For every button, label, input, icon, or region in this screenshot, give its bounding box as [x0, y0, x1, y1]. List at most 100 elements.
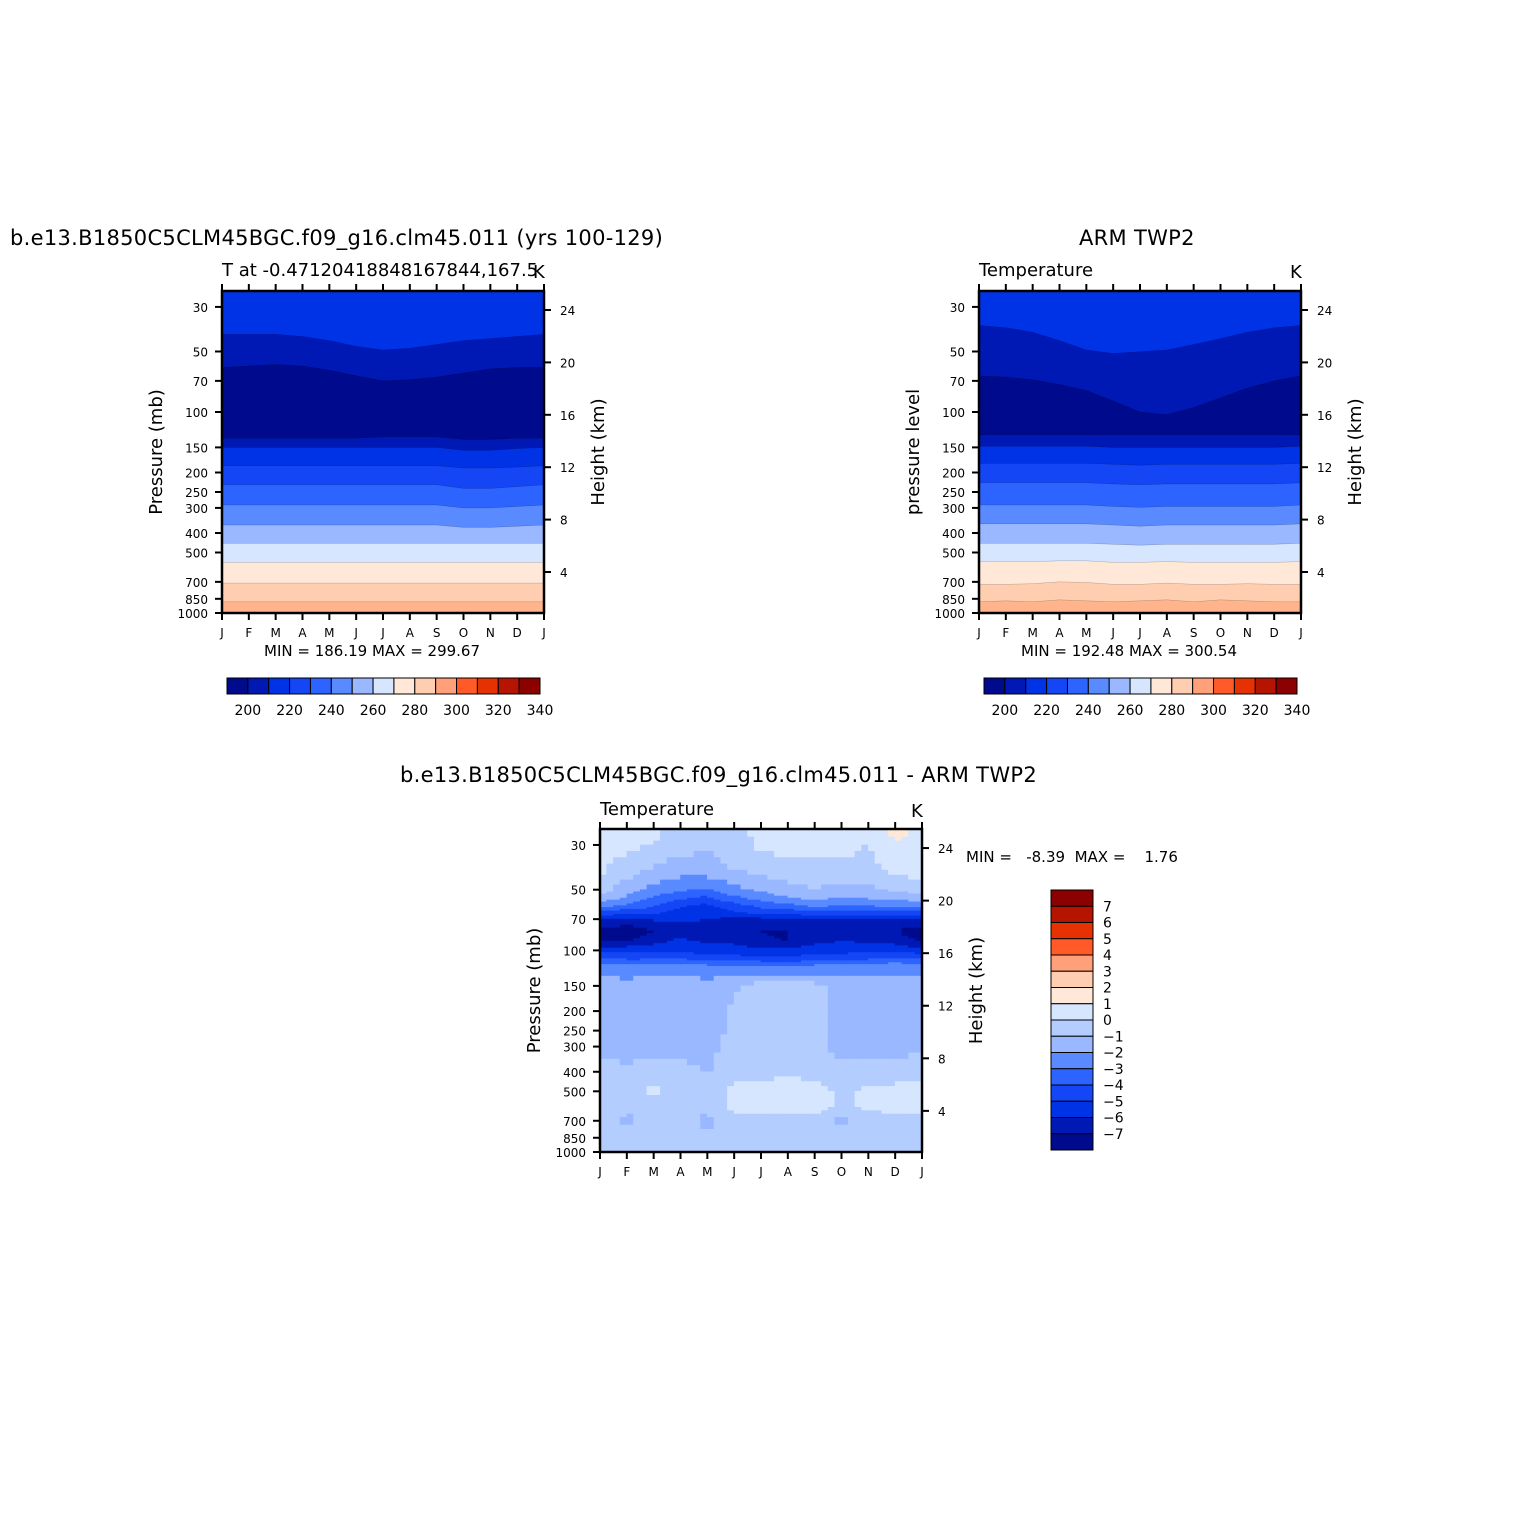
contour-cell: [660, 966, 668, 972]
contour-cell: [733, 998, 742, 1006]
contour-cell: [861, 889, 869, 893]
contour-cell: [774, 1094, 782, 1100]
contour-cell: [901, 879, 909, 886]
contour-cell: [914, 907, 922, 910]
contour-cell: [774, 901, 782, 905]
contour-cell: [626, 908, 634, 912]
contour-cell: [633, 980, 641, 987]
contour-cell: [814, 912, 822, 915]
contour-cell: [666, 891, 675, 895]
diff-panel-subtitle: Temperature: [600, 799, 715, 820]
contour-cell: [760, 884, 769, 890]
y-tick-label: 700: [942, 576, 965, 590]
contour-cell: [646, 910, 654, 913]
contour-cell: [760, 889, 769, 893]
contour-cell: [834, 897, 842, 901]
contour-cell: [619, 1046, 628, 1054]
contour-cell: [888, 1120, 896, 1126]
contour-cell: [747, 1076, 755, 1082]
contour-cell: [854, 874, 862, 881]
contour-cell: [680, 1133, 688, 1139]
contour-cell: [847, 1091, 856, 1096]
contour-cell: [660, 1034, 668, 1039]
contour-cell: [707, 915, 715, 918]
colorbar-label: −7: [1103, 1127, 1124, 1143]
contour-cell: [908, 1065, 916, 1073]
contour-cell: [814, 1025, 822, 1031]
contour-cell: [686, 1071, 695, 1077]
contour-cell: [901, 907, 909, 910]
contour-cell: [713, 1098, 722, 1104]
contour-cell: [881, 956, 889, 960]
contour-cell: [901, 960, 909, 963]
contour-cell: [740, 1065, 748, 1073]
contour-cell: [807, 935, 815, 939]
contour-cell: [787, 901, 795, 905]
contour-cell: [914, 938, 922, 942]
contour-cell: [720, 975, 728, 982]
contour-cell: [713, 940, 722, 944]
contour-cell: [626, 897, 634, 901]
contour-cell: [908, 1106, 916, 1111]
contour-cell: [794, 1081, 802, 1087]
contour-cell: [914, 1046, 922, 1054]
contour-cell: [908, 956, 916, 960]
x-tick-label: J: [541, 626, 546, 640]
contour-cell: [740, 832, 748, 838]
contour-cell: [613, 915, 621, 918]
contour-cell: [861, 1042, 869, 1047]
contour-cell: [787, 954, 795, 957]
contour-cell: [653, 1004, 661, 1012]
contour-cell: [619, 895, 628, 899]
contour-cell: [908, 1137, 916, 1142]
contour-cell: [767, 829, 775, 834]
contour-cell: [727, 1102, 735, 1108]
contour-cell: [713, 1086, 722, 1092]
contour-cell: [868, 1020, 876, 1027]
contour-cell: [760, 1120, 769, 1126]
contour-cell: [707, 897, 715, 901]
contour-cell: [800, 1091, 809, 1096]
contour-cell: [680, 1094, 688, 1100]
contour-cell: [720, 918, 728, 923]
contour-cell: [814, 869, 822, 876]
contour-cell: [800, 897, 809, 901]
contour-cell: [868, 966, 876, 972]
contour-cell: [847, 897, 856, 901]
contour-cell: [861, 1038, 869, 1043]
contour-cell: [633, 915, 641, 918]
contour-cell: [847, 985, 856, 993]
contour-cell: [753, 903, 762, 906]
contour-cell: [787, 1081, 795, 1087]
contour-cell: [606, 947, 614, 951]
contour-cell: [747, 915, 755, 918]
contour-cell: [753, 907, 762, 910]
contour-cell: [740, 1098, 748, 1104]
contour-cell: [700, 895, 708, 899]
contour-cell: [760, 1010, 769, 1017]
contour-cell: [861, 899, 869, 903]
contour-cell: [854, 1120, 862, 1126]
contour-cell: [753, 857, 762, 865]
contour-cell: [639, 1071, 648, 1077]
contour-cell: [780, 1113, 789, 1118]
contour-cell: [666, 930, 675, 934]
contour-cell: [680, 1124, 688, 1130]
contour-cell: [673, 1117, 681, 1122]
contour-cell: [841, 938, 849, 942]
contour-cell: [693, 907, 701, 910]
contour-cell: [639, 850, 648, 858]
contour-cell: [707, 1128, 715, 1134]
contour-cell: [800, 1081, 809, 1087]
contour-cell: [646, 1144, 654, 1149]
contour-cell: [834, 844, 842, 852]
contour-cell: [760, 1117, 769, 1122]
contour-cell: [787, 980, 795, 987]
contour-cell: [653, 850, 661, 858]
contour-cell: [868, 991, 876, 999]
contour-cell: [740, 829, 748, 834]
contour-cell: [733, 966, 742, 972]
contour-cell: [794, 930, 802, 934]
contour-cell: [740, 912, 748, 915]
contour-cell: [821, 893, 829, 897]
